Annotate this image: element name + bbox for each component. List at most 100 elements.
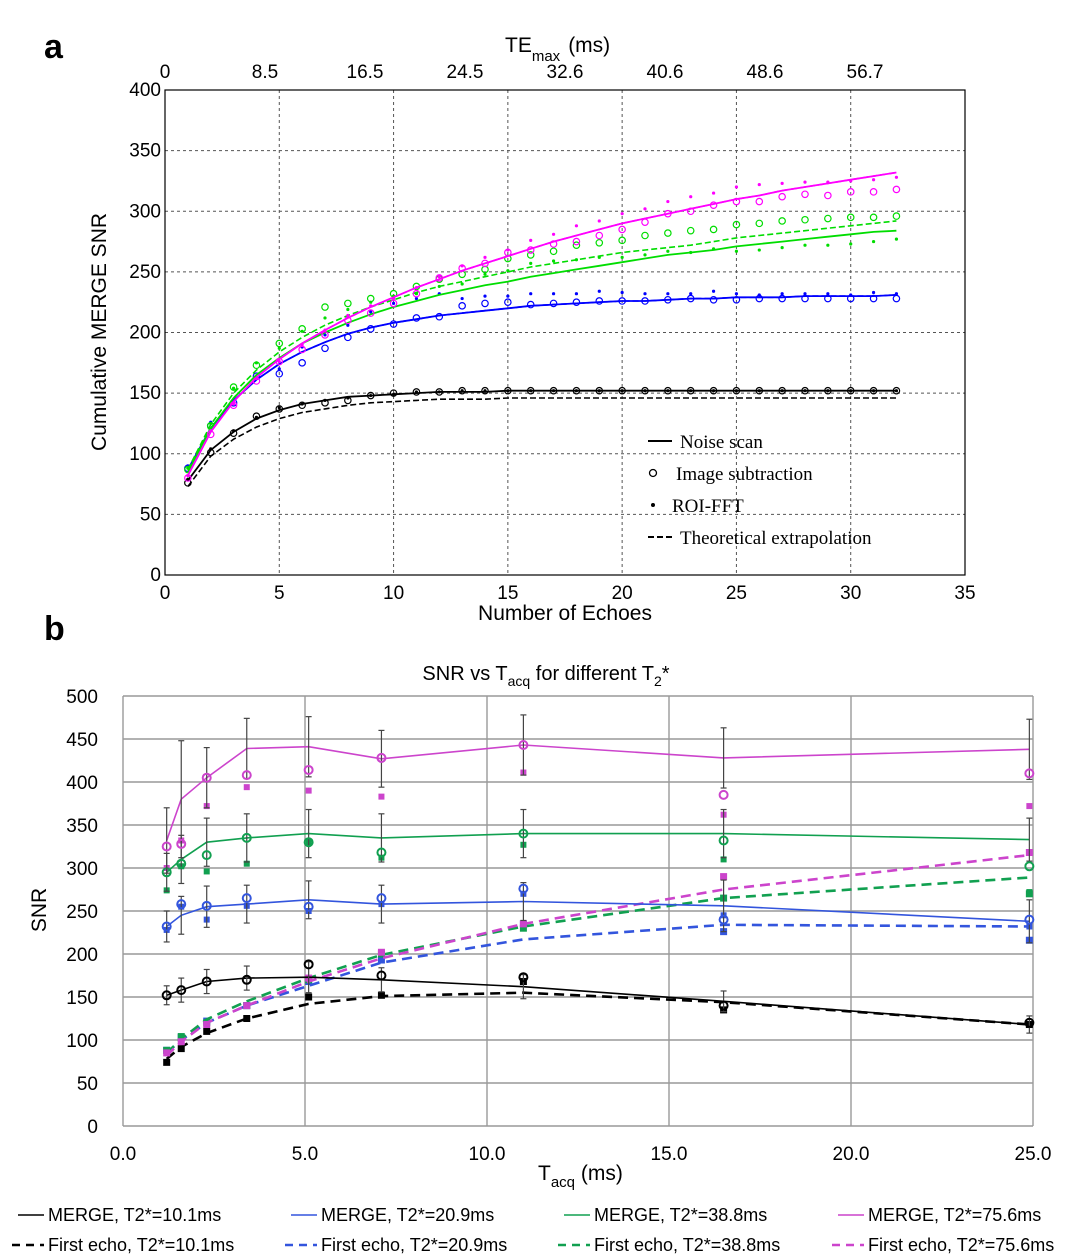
image-subtraction-point (709, 295, 718, 304)
image-subtraction-point (229, 383, 238, 391)
merge-circle (376, 752, 387, 763)
roi-fft-point (871, 239, 876, 244)
x-tick-label: 20.0 (833, 1144, 870, 1165)
image-subtraction-point (595, 231, 604, 240)
first-echo-square (163, 1049, 171, 1057)
roi-fft-point (323, 328, 327, 332)
image-subtraction-point (778, 386, 786, 395)
roi-fft-point (231, 386, 236, 390)
first-echo-square (203, 1027, 211, 1035)
roi-fft-point (597, 219, 601, 223)
first-echo-square (377, 956, 385, 964)
image-subtraction-point (458, 302, 466, 310)
x-tick-label: 0.0 (110, 1144, 136, 1165)
y-tick-label: 350 (66, 816, 98, 837)
first-echo-square (377, 948, 385, 956)
image-subtraction-point (595, 386, 604, 395)
roi-fft-point (551, 259, 556, 263)
image-subtraction-point (229, 401, 238, 410)
first-echo-series (163, 876, 1033, 1054)
chart-a-grid (165, 90, 965, 575)
roi-fft-point (734, 185, 739, 189)
merge-circle (518, 740, 529, 751)
roi-fft-point (506, 269, 510, 273)
roi-fft-point (551, 232, 556, 236)
image-subtraction-point (504, 298, 512, 306)
merge-circle (303, 901, 314, 912)
legend-noise-scan: Noise scan (680, 432, 763, 453)
merge-circle (201, 850, 212, 861)
roi-fft-point (346, 323, 350, 327)
merge-circle (201, 900, 212, 911)
merge-line (166, 898, 1030, 928)
image-subtraction-point (481, 386, 489, 395)
merge-circle (718, 914, 729, 925)
image-subtraction-point (275, 369, 284, 378)
image-subtraction-point (686, 294, 695, 303)
roi-fft-point (529, 261, 533, 265)
image-subtraction-point (664, 295, 672, 304)
first-echo-series (163, 849, 1033, 1057)
roi-fft-point (849, 293, 853, 297)
merge-circle (1024, 861, 1035, 872)
y-tick-label: 150 (129, 383, 161, 404)
roi-fft-point (643, 253, 647, 257)
merge-circle (718, 789, 729, 800)
x-tick-label: 15 (497, 583, 518, 604)
roi-fft-point (849, 242, 853, 246)
merge-circle (518, 883, 529, 894)
chart-a-top-label-main: TE (505, 34, 532, 57)
image-subtraction-point (869, 294, 878, 303)
image-subtraction-point (801, 294, 809, 303)
image-subtraction-point (344, 333, 352, 342)
roi-fft-point (666, 292, 670, 296)
merge-circle (1024, 914, 1035, 925)
roi-fft-point (369, 310, 373, 314)
merge-line (166, 976, 1030, 1026)
y-tick-label: 450 (66, 730, 98, 751)
chart-b-x-label-sub: acq (551, 1174, 575, 1191)
y-tick-label: 50 (77, 1074, 98, 1095)
merge-circle (1024, 768, 1035, 779)
roi-fft-point (780, 389, 784, 393)
image-subtraction-point (778, 192, 786, 201)
image-subtraction-point (275, 405, 284, 413)
roi-fft-point (437, 284, 441, 289)
chart-b-title-sub1: acq (508, 673, 531, 689)
chart-a-series (184, 171, 901, 487)
roi-fft-point (369, 393, 373, 398)
image-subtraction-point (321, 344, 329, 353)
image-subtraction-point (366, 309, 375, 317)
top-tick-label: 0 (160, 62, 171, 83)
image-subtraction-point (526, 386, 535, 395)
legend-entry: MERGE, T2*=10.1ms (48, 1205, 221, 1225)
merge-circle (518, 828, 529, 839)
first-echo-square (1025, 890, 1033, 898)
image-subtraction-point (869, 386, 878, 395)
roi-fft-point (529, 292, 533, 296)
roi-fft-point (894, 389, 899, 393)
top-tick-label: 16.5 (347, 62, 384, 83)
image-subtraction-point (892, 294, 901, 303)
merge-circle (161, 921, 172, 932)
roi-fft-point (689, 250, 693, 255)
roi-fft-point (277, 406, 281, 410)
merge-circle (303, 764, 314, 775)
roi-fft-point (254, 415, 259, 419)
roi-fft-point (597, 255, 601, 259)
roi-fft-point (300, 402, 304, 406)
merge-series (161, 714, 1035, 874)
image-subtraction-point (824, 191, 832, 200)
chart-b-y-label: SNR (28, 888, 51, 932)
noise-scan-line (187, 294, 897, 470)
merge-circle (376, 893, 387, 904)
image-subtraction-point (526, 300, 535, 309)
x-tick-label: 30 (840, 583, 861, 604)
roi-fft-point (483, 389, 487, 393)
roi-fft-point (757, 248, 761, 252)
image-subtraction-point (481, 299, 489, 308)
image-subtraction-point (435, 312, 444, 321)
noise-scan-line (187, 229, 897, 473)
chart-b: SNR vs Tacq for different T2* 0501001502… (12, 663, 1054, 1255)
